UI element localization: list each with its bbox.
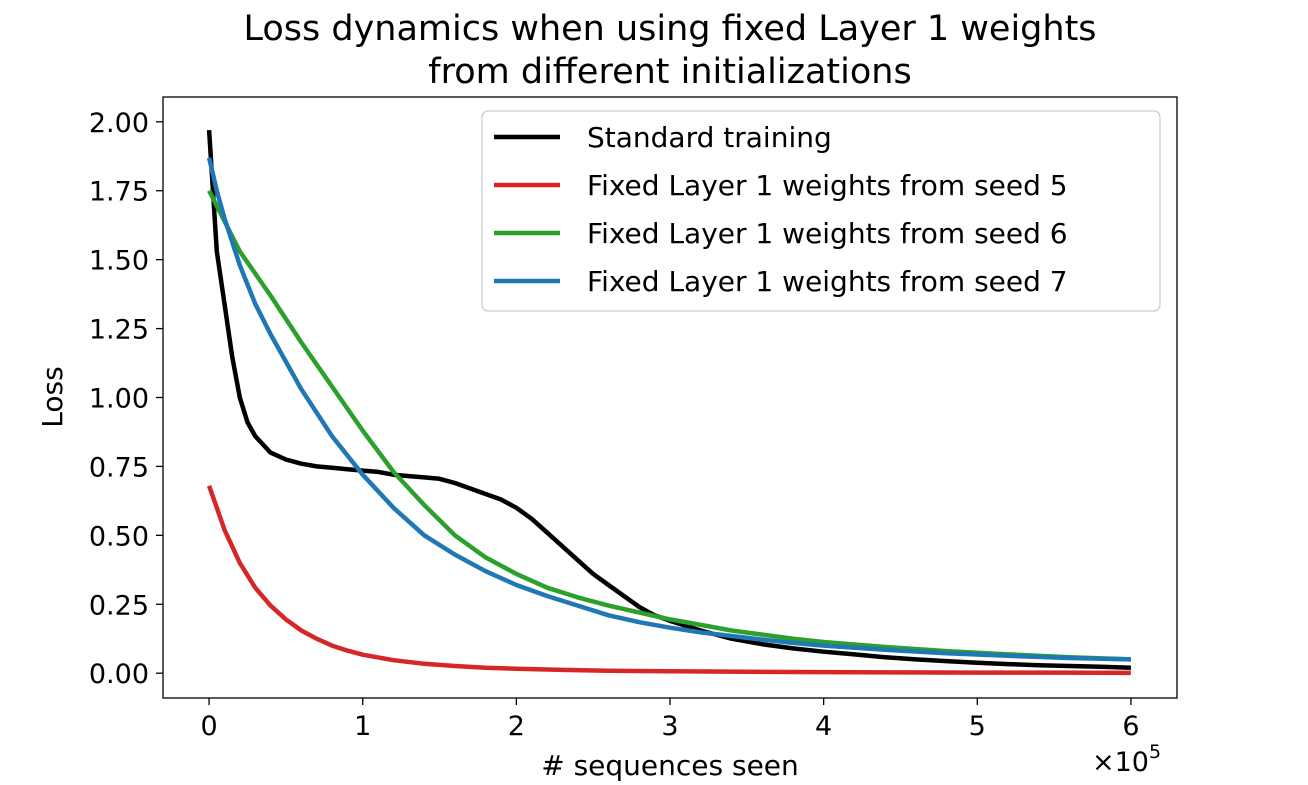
y-tick-label: 1.50 [89, 246, 149, 277]
chart-title-line-1: Loss dynamics when using fixed Layer 1 w… [243, 9, 1096, 49]
x-tick-label: 6 [1122, 711, 1139, 742]
x-offset-exponent: 5 [1149, 741, 1161, 763]
x-tick-label: 0 [200, 711, 217, 742]
x-tick-label: 2 [508, 711, 525, 742]
legend: Standard training Fixed Layer 1 weights f… [481, 110, 1161, 312]
series-line-2 [206, 484, 1131, 676]
y-tick-label: 2.00 [89, 108, 149, 139]
x-axis-label: # sequences seen [541, 749, 799, 782]
legend-box [481, 110, 1161, 312]
y-axis: 0.00 0.25 0.50 0.75 1.00 1.25 1.50 1.75 2.00 [89, 108, 163, 690]
y-axis-label: Loss [36, 366, 69, 427]
series-line-4 [206, 157, 1131, 662]
x-tick-label: 3 [661, 711, 678, 742]
legend-label-2: Fixed Layer 1 weights from seed 5 [587, 169, 1068, 202]
x-axis-offset-label: ×105 [1092, 741, 1161, 778]
chart-title: Loss dynamics when using fixed Layer 1 w… [243, 9, 1096, 92]
legend-label-3: Fixed Layer 1 weights from seed 6 [587, 217, 1068, 250]
y-tick-label: 1.75 [89, 177, 149, 208]
y-tick-label: 0.25 [89, 590, 149, 621]
series-line-1 [206, 129, 1131, 670]
series-layer [206, 129, 1131, 676]
x-tick-label: 5 [969, 711, 986, 742]
y-tick-label: 1.00 [89, 384, 149, 415]
x-tick-label: 4 [815, 711, 832, 742]
x-offset-base: ×10 [1092, 747, 1149, 778]
y-tick-label: 1.25 [89, 315, 149, 346]
legend-label-1: Standard training [587, 121, 832, 154]
x-tick-label: 1 [354, 711, 371, 742]
y-tick-label: 0.00 [89, 659, 149, 690]
legend-label-4: Fixed Layer 1 weights from seed 7 [587, 265, 1068, 298]
chart-title-line-2: from different initializations [428, 52, 911, 92]
series-line-3 [207, 189, 1131, 662]
y-tick-label: 0.50 [89, 521, 149, 552]
y-tick-label: 0.75 [89, 452, 149, 483]
x-axis: 0 1 2 3 4 5 6 [200, 698, 1140, 742]
